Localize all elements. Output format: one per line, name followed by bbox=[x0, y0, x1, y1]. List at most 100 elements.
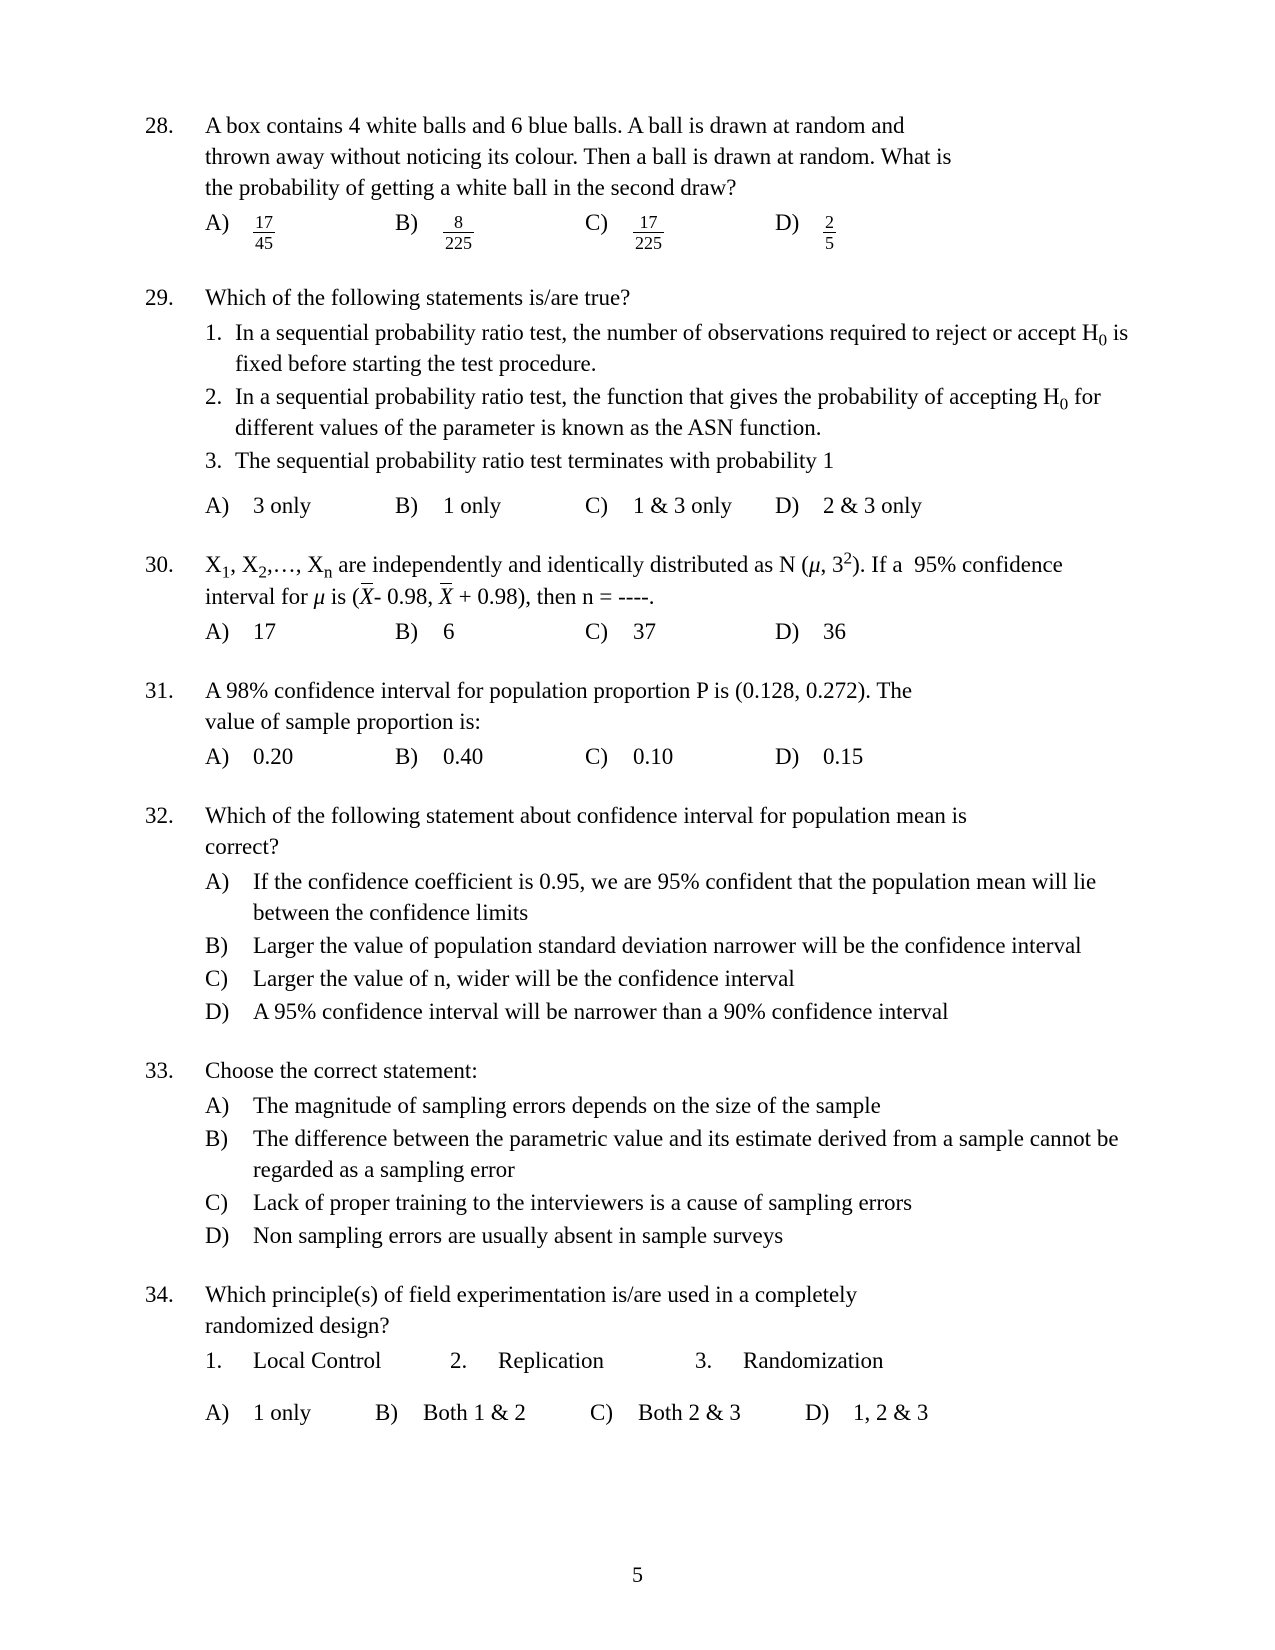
option-label: A) bbox=[205, 1397, 253, 1428]
numbered-stem: 1. In a sequential probability ratio tes… bbox=[205, 317, 1130, 379]
option-c: C) 17 225 bbox=[585, 207, 775, 254]
question-number: 34. bbox=[145, 1279, 205, 1427]
option-c: C) 1 & 3 only bbox=[585, 490, 775, 521]
option-text: 1, 2 & 3 bbox=[853, 1397, 928, 1428]
question-31: 31. A 98% confidence interval for popula… bbox=[145, 675, 1130, 772]
question-32: 32. Which of the following statement abo… bbox=[145, 800, 1130, 1027]
option-text: 3 only bbox=[253, 490, 311, 521]
option-text: Lack of proper training to the interview… bbox=[253, 1187, 1130, 1218]
question-stem: X1, X2,…, Xn are independently and ident… bbox=[205, 549, 1130, 611]
option-b: B) 8 225 bbox=[395, 207, 585, 254]
question-28: 28. A box contains 4 white balls and 6 b… bbox=[145, 110, 1130, 254]
option-d: D) A 95% confidence interval will be nar… bbox=[205, 996, 1130, 1027]
option-text: 37 bbox=[633, 616, 656, 647]
question-30: 30. X1, X2,…, Xn are independently and i… bbox=[145, 549, 1130, 646]
question-number: 33. bbox=[145, 1055, 205, 1251]
stem-line: value of sample proportion is: bbox=[205, 709, 481, 734]
option-label: D) bbox=[775, 207, 823, 238]
option-text: Larger the value of n, wider will be the… bbox=[253, 963, 1130, 994]
option-text: 17 45 bbox=[253, 213, 275, 252]
option-a: A) If the confidence coefficient is 0.95… bbox=[205, 866, 1130, 928]
stem-line: thrown away without noticing its colour.… bbox=[205, 144, 952, 169]
option-label: D) bbox=[775, 616, 823, 647]
option-text: The difference between the parametric va… bbox=[253, 1123, 1130, 1185]
option-label: B) bbox=[395, 207, 443, 238]
option-text: The magnitude of sampling errors depends… bbox=[253, 1090, 1130, 1121]
option-text: 8 225 bbox=[443, 213, 474, 252]
option-text: 1 only bbox=[443, 490, 501, 521]
question-body: Which principle(s) of field experimentat… bbox=[205, 1279, 1130, 1427]
option-text: 0.20 bbox=[253, 741, 293, 772]
option-text: If the confidence coefficient is 0.95, w… bbox=[253, 866, 1130, 928]
numbered-text: The sequential probability ratio test te… bbox=[235, 445, 1130, 476]
option-text: 36 bbox=[823, 616, 846, 647]
question-body: Which of the following statement about c… bbox=[205, 800, 1130, 1027]
option-a: A) 0.20 bbox=[205, 741, 395, 772]
option-d: D) 2 5 bbox=[775, 207, 965, 254]
option-c: C) Both 2 & 3 bbox=[590, 1397, 805, 1428]
stem-line: A box contains 4 white balls and 6 blue … bbox=[205, 113, 904, 138]
option-label: D) bbox=[775, 490, 823, 521]
option-a: A) 1 only bbox=[205, 1397, 375, 1428]
option-d: D) 36 bbox=[775, 616, 965, 647]
option-label: A) bbox=[205, 616, 253, 647]
question-body: X1, X2,…, Xn are independently and ident… bbox=[205, 549, 1130, 646]
option-text: 1 only bbox=[253, 1397, 311, 1428]
option-c: C) Larger the value of n, wider will be … bbox=[205, 963, 1130, 994]
option-label: A) bbox=[205, 741, 253, 772]
option-d: D) 1, 2 & 3 bbox=[805, 1397, 928, 1428]
option-c: C) 37 bbox=[585, 616, 775, 647]
option-label: A) bbox=[205, 490, 253, 521]
stem-line: the probability of getting a white ball … bbox=[205, 175, 736, 200]
option-a: A) 17 45 bbox=[205, 207, 395, 254]
numbered-text: In a sequential probability ratio test, … bbox=[235, 317, 1130, 379]
option-d: D) Non sampling errors are usually absen… bbox=[205, 1220, 1130, 1251]
options-row: A) 0.20 B) 0.40 C) 0.10 D) 0.15 bbox=[205, 741, 1130, 772]
question-body: A 98% confidence interval for population… bbox=[205, 675, 1130, 772]
page-number: 5 bbox=[0, 1560, 1275, 1590]
numbered-stem: 2. In a sequential probability ratio tes… bbox=[205, 381, 1130, 443]
option-text: Both 2 & 3 bbox=[638, 1397, 741, 1428]
option-text: 2 5 bbox=[823, 213, 836, 252]
option-b: B) 1 only bbox=[395, 490, 585, 521]
option-label: C) bbox=[585, 616, 633, 647]
options-row: A) 17 B) 6 C) 37 D) 36 bbox=[205, 616, 1130, 647]
option-label: B) bbox=[395, 616, 443, 647]
option-label: C) bbox=[585, 741, 633, 772]
stem-line: correct? bbox=[205, 834, 279, 859]
question-number: 29. bbox=[145, 282, 205, 521]
question-33: 33. Choose the correct statement: A) The… bbox=[145, 1055, 1130, 1251]
question-stem: A box contains 4 white balls and 6 blue … bbox=[205, 110, 1130, 203]
option-text: A 95% confidence interval will be narrow… bbox=[253, 996, 1130, 1027]
option-text: 17 bbox=[253, 616, 276, 647]
question-number: 32. bbox=[145, 800, 205, 1027]
principle-1: 1. Local Control bbox=[205, 1345, 450, 1376]
option-text: Larger the value of population standard … bbox=[253, 930, 1130, 961]
option-label: C) bbox=[585, 490, 633, 521]
principles-list: 1. Local Control 2. Replication 3. Rando… bbox=[205, 1345, 1130, 1376]
option-b: B) The difference between the parametric… bbox=[205, 1123, 1130, 1185]
question-stem: Which of the following statement about c… bbox=[205, 800, 1130, 862]
option-a: A) 3 only bbox=[205, 490, 395, 521]
option-a: A) The magnitude of sampling errors depe… bbox=[205, 1090, 1130, 1121]
numbered-stem: 3. The sequential probability ratio test… bbox=[205, 445, 1130, 476]
question-number: 31. bbox=[145, 675, 205, 772]
question-number: 28. bbox=[145, 110, 205, 254]
option-text: Non sampling errors are usually absent i… bbox=[253, 1220, 1130, 1251]
option-b: B) 0.40 bbox=[395, 741, 585, 772]
option-label: B) bbox=[395, 741, 443, 772]
question-stem: A 98% confidence interval for population… bbox=[205, 675, 1130, 737]
question-number: 30. bbox=[145, 549, 205, 646]
option-text: 0.10 bbox=[633, 741, 673, 772]
exam-page: 28. A box contains 4 white balls and 6 b… bbox=[0, 0, 1275, 1650]
options-row: A) 3 only B) 1 only C) 1 & 3 only D) 2 &… bbox=[205, 490, 1130, 521]
question-body: Choose the correct statement: A) The mag… bbox=[205, 1055, 1130, 1251]
principle-3: 3. Randomization bbox=[695, 1345, 884, 1376]
option-text: Both 1 & 2 bbox=[423, 1397, 526, 1428]
option-text: 1 & 3 only bbox=[633, 490, 732, 521]
stem-line: randomized design? bbox=[205, 1313, 390, 1338]
question-34: 34. Which principle(s) of field experime… bbox=[145, 1279, 1130, 1427]
stem-line: A 98% confidence interval for population… bbox=[205, 678, 912, 703]
option-a: A) 17 bbox=[205, 616, 395, 647]
question-body: Which of the following statements is/are… bbox=[205, 282, 1130, 521]
